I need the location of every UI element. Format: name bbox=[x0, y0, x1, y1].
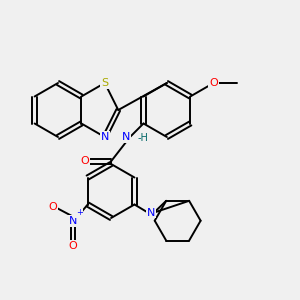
Text: O: O bbox=[80, 156, 89, 166]
Text: O: O bbox=[209, 78, 218, 88]
Text: +: + bbox=[76, 208, 83, 217]
Text: N: N bbox=[69, 216, 77, 226]
Text: N: N bbox=[100, 132, 109, 142]
Text: N: N bbox=[122, 132, 130, 142]
Text: O: O bbox=[69, 241, 78, 251]
Text: -H: -H bbox=[138, 133, 149, 143]
Text: N: N bbox=[147, 208, 155, 218]
Text: O: O bbox=[48, 202, 57, 212]
Text: S: S bbox=[101, 78, 108, 88]
